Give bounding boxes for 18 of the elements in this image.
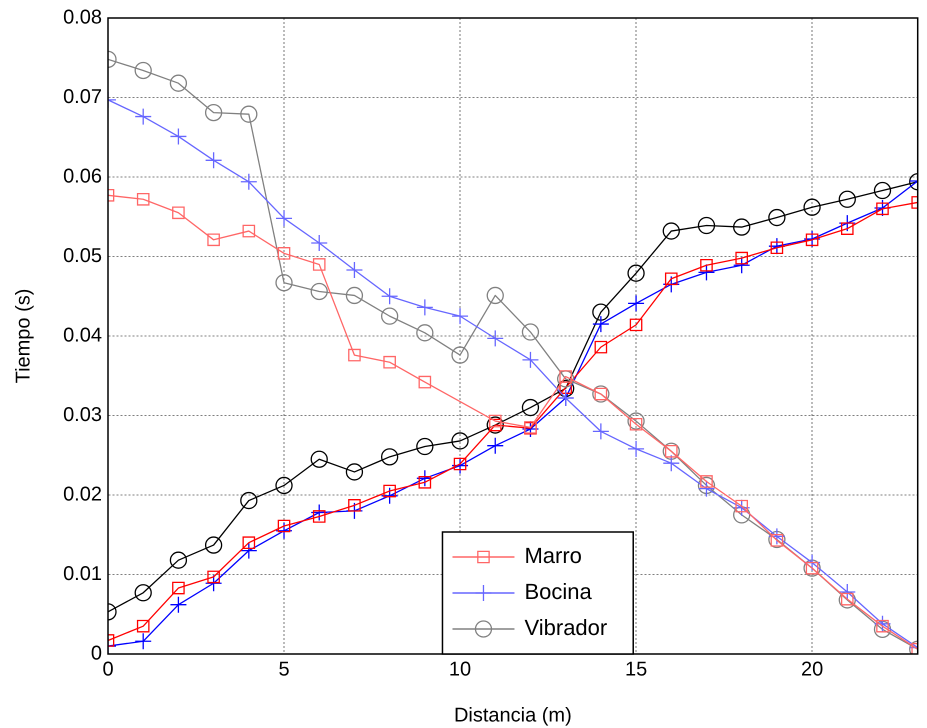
- x-axis-title: Distancia (m): [454, 704, 572, 727]
- y-tick-label: 0.02: [63, 484, 102, 506]
- y-tick-label: 0.05: [63, 245, 102, 268]
- legend-label: Vibrador: [524, 615, 608, 640]
- y-tick-label: 0.06: [63, 166, 102, 188]
- x-tick-label: 10: [448, 658, 472, 681]
- x-tick-label: 5: [278, 658, 290, 681]
- y-tick-label: 0.07: [63, 86, 102, 108]
- legend-label: Bocina: [524, 579, 593, 604]
- y-tick-label: 0.04: [63, 324, 102, 347]
- y-tick-label: 0.01: [63, 563, 102, 586]
- legend-label: Marro: [524, 543, 582, 568]
- y-axis-title: Tiempo (s): [12, 288, 35, 384]
- y-tick-label: 0.03: [63, 404, 102, 426]
- x-tick-label: 20: [800, 658, 824, 681]
- y-tick-label: 0: [90, 642, 102, 665]
- x-tick-label: 15: [624, 658, 648, 681]
- y-tick-label: 0.08: [63, 6, 102, 29]
